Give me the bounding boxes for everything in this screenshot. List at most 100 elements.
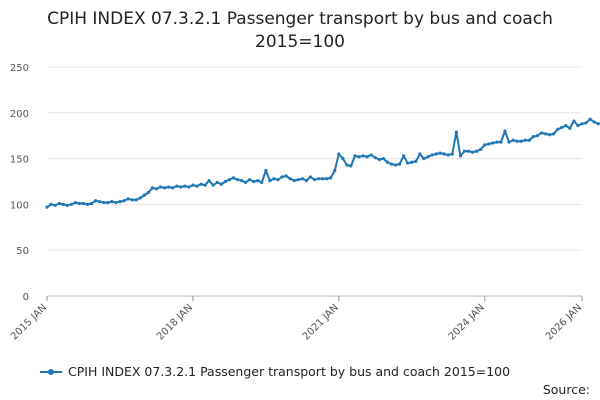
data-point [158, 185, 163, 189]
data-point [248, 178, 252, 182]
data-point [487, 142, 491, 146]
data-point [219, 182, 223, 186]
data-point [596, 122, 600, 126]
data-point [523, 138, 527, 142]
y-tick-label: 50 [16, 246, 29, 257]
data-point [357, 155, 361, 159]
legend-marker [48, 368, 54, 375]
data-point [154, 187, 159, 191]
data-point [450, 152, 454, 156]
data-point [329, 176, 333, 180]
data-point [235, 178, 240, 182]
data-point [345, 163, 349, 167]
data-point [94, 199, 98, 203]
data-point [102, 200, 106, 205]
data-point [292, 178, 296, 183]
y-tick-label: 200 [10, 109, 29, 120]
series-line-0 [46, 118, 600, 208]
data-point [418, 152, 422, 156]
chart-gridlines [47, 66, 582, 297]
x-tick-label: 2024 JAN [447, 302, 487, 342]
data-point [349, 164, 353, 168]
data-point [535, 134, 540, 138]
data-point [507, 140, 511, 144]
data-point [114, 200, 118, 205]
data-point [572, 119, 576, 123]
data-point [527, 138, 531, 142]
data-point [568, 126, 572, 130]
data-point [272, 177, 276, 181]
data-point [207, 178, 211, 183]
data-point [150, 186, 154, 190]
data-point [389, 162, 394, 166]
data-point [45, 205, 49, 209]
data-point [531, 135, 535, 139]
data-point [519, 139, 523, 143]
y-tick-label: 250 [10, 63, 29, 74]
data-point [288, 177, 292, 181]
data-point [171, 186, 175, 190]
data-point [341, 157, 345, 161]
legend-label: CPIH INDEX 07.3.2.1 Passenger transport … [68, 364, 511, 379]
data-point [470, 150, 475, 154]
data-point [264, 168, 268, 173]
y-tick-label: 100 [10, 200, 29, 211]
data-point [308, 175, 313, 179]
data-point [543, 132, 548, 136]
data-point [580, 122, 584, 126]
data-point [300, 177, 304, 181]
data-point [118, 200, 122, 204]
data-point [325, 177, 329, 181]
data-point [414, 159, 418, 163]
data-point [410, 160, 414, 164]
data-point [564, 124, 568, 128]
data-point [495, 140, 499, 144]
data-point [430, 153, 434, 157]
data-point [333, 168, 337, 173]
series-group [45, 117, 600, 209]
data-point [57, 201, 61, 206]
data-point [231, 176, 236, 180]
data-point [239, 178, 244, 183]
data-point [491, 141, 495, 145]
chart-title: CPIH INDEX 07.3.2.1 Passenger transport … [47, 9, 553, 52]
data-point [85, 202, 90, 206]
y-axis: 0 50 100 150 200 250 [10, 63, 29, 303]
data-point [462, 149, 467, 153]
data-point [175, 184, 179, 188]
data-point [454, 130, 458, 134]
data-point [426, 155, 430, 159]
data-point [203, 183, 207, 187]
data-point [584, 121, 588, 125]
data-point [199, 182, 203, 186]
data-point [402, 154, 406, 158]
data-point [89, 201, 94, 206]
data-point [284, 174, 288, 178]
data-point [321, 177, 325, 181]
x-tick-label: 2018 JAN [155, 302, 195, 342]
data-point [337, 152, 341, 156]
data-point [361, 154, 365, 158]
y-tick-label: 0 [23, 292, 29, 303]
data-point [385, 160, 390, 164]
data-point [483, 143, 487, 147]
source-label: Source: [542, 382, 590, 397]
data-point [162, 186, 167, 190]
data-point [422, 157, 426, 161]
data-point [398, 162, 402, 166]
data-point [369, 153, 373, 157]
data-point [77, 201, 82, 206]
data-point [511, 138, 515, 142]
data-point [215, 180, 219, 185]
data-point [296, 178, 300, 182]
data-point [227, 178, 231, 182]
chart-legend: CPIH INDEX 07.3.2.1 Passenger transport … [40, 364, 600, 379]
data-point [434, 152, 438, 156]
legend-swatch [40, 367, 62, 377]
data-point [466, 149, 471, 153]
data-point [556, 127, 560, 131]
data-point [191, 183, 195, 187]
data-point [365, 155, 369, 159]
data-point [377, 157, 381, 162]
